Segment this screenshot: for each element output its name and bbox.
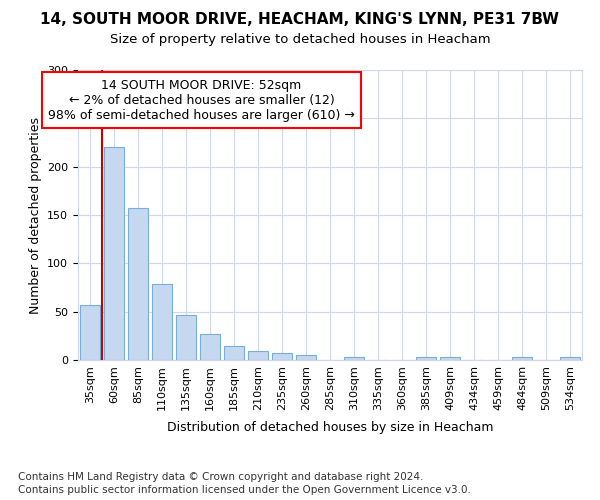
Y-axis label: Number of detached properties: Number of detached properties [29,116,41,314]
Bar [272,353,292,360]
Bar [80,305,100,360]
Bar [128,208,148,360]
Bar [104,148,124,360]
Text: 14, SOUTH MOOR DRIVE, HEACHAM, KING'S LYNN, PE31 7BW: 14, SOUTH MOOR DRIVE, HEACHAM, KING'S LY… [41,12,560,28]
Bar [200,334,220,360]
Bar [176,314,196,360]
Bar [152,284,172,360]
Text: Size of property relative to detached houses in Heacham: Size of property relative to detached ho… [110,32,490,46]
Bar [344,357,364,360]
Bar [416,357,436,360]
Bar [248,352,268,360]
X-axis label: Distribution of detached houses by size in Heacham: Distribution of detached houses by size … [167,421,493,434]
Bar [296,355,316,360]
Bar [224,346,244,360]
Text: Contains HM Land Registry data © Crown copyright and database right 2024.: Contains HM Land Registry data © Crown c… [18,472,424,482]
Bar [512,357,532,360]
Bar [440,357,460,360]
Bar [560,357,580,360]
Text: Contains public sector information licensed under the Open Government Licence v3: Contains public sector information licen… [18,485,471,495]
Text: 14 SOUTH MOOR DRIVE: 52sqm
← 2% of detached houses are smaller (12)
98% of semi-: 14 SOUTH MOOR DRIVE: 52sqm ← 2% of detac… [48,78,355,122]
